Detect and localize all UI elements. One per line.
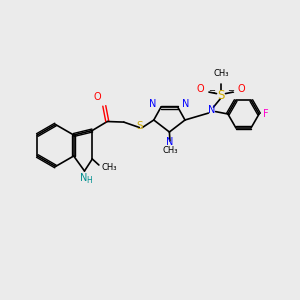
Text: O: O bbox=[196, 84, 204, 94]
Text: =: = bbox=[227, 88, 234, 97]
Text: =: = bbox=[208, 88, 215, 97]
Text: N: N bbox=[182, 99, 189, 109]
Text: O: O bbox=[93, 92, 101, 102]
Text: O: O bbox=[238, 84, 245, 94]
Text: F: F bbox=[263, 109, 268, 119]
Text: CH₃: CH₃ bbox=[163, 146, 178, 155]
Text: N: N bbox=[149, 99, 157, 109]
Text: CH₃: CH₃ bbox=[213, 69, 229, 78]
Text: H: H bbox=[87, 176, 92, 185]
Text: S: S bbox=[137, 121, 143, 131]
Text: N: N bbox=[80, 172, 88, 183]
Text: N: N bbox=[166, 137, 173, 147]
Text: S: S bbox=[217, 88, 225, 102]
Text: CH₃: CH₃ bbox=[101, 163, 117, 172]
Text: N: N bbox=[208, 105, 216, 115]
